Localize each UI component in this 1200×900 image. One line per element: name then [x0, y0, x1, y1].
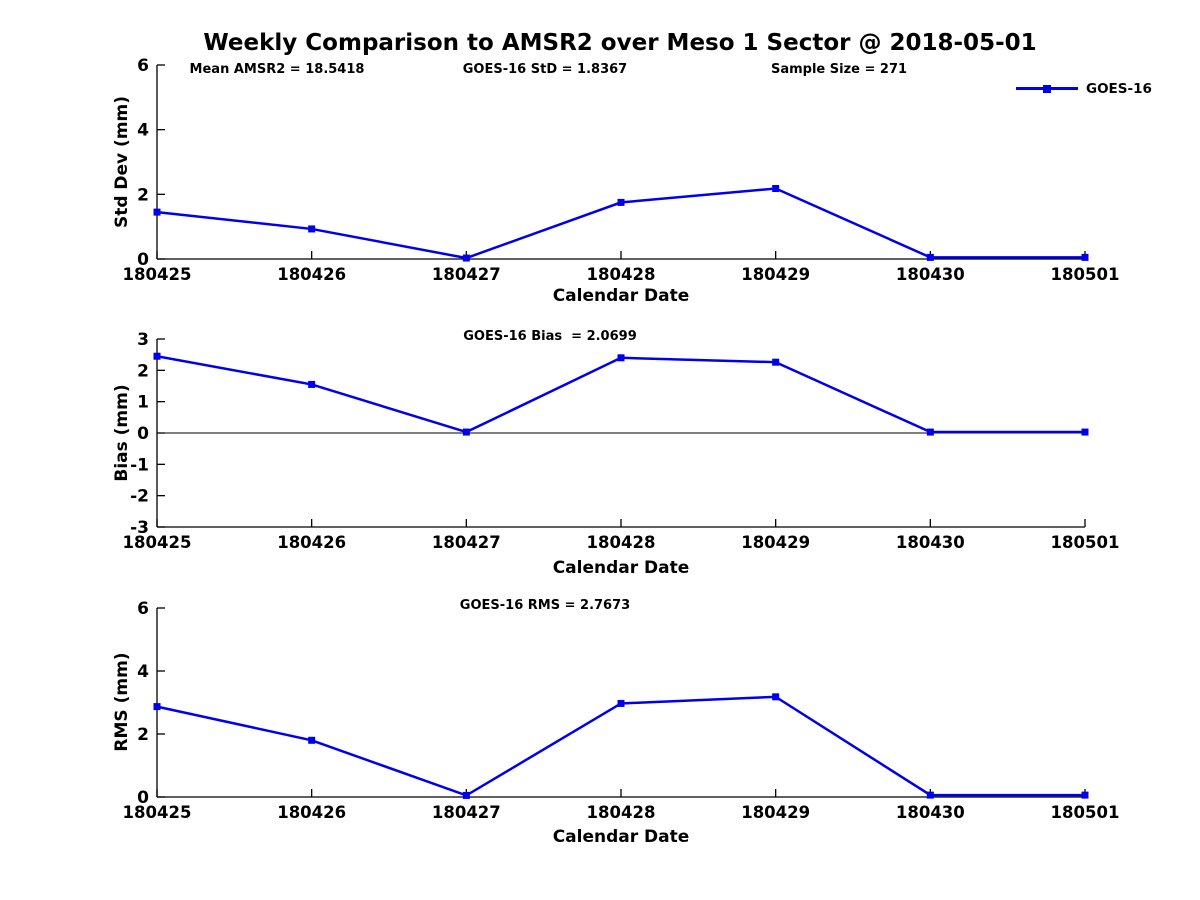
bias-y-axis-label: Bias (mm) — [112, 384, 132, 482]
x-tick-label: 180427 — [432, 265, 501, 284]
x-tick-label: 180428 — [587, 533, 656, 552]
series-line — [156, 695, 1085, 797]
x-tick-label: 180425 — [123, 803, 192, 822]
stddev-x-axis-label: Calendar Date — [552, 286, 690, 306]
data-point-marker — [1081, 253, 1089, 261]
annotation-goes16-std: GOES-16 StD = 1.8367 — [462, 62, 628, 77]
y-tick-label: 3 — [137, 330, 149, 350]
annotation-mean-amsr2: Mean AMSR2 = 18.5418 — [189, 62, 365, 77]
legend-label: GOES-16 — [1086, 80, 1152, 97]
data-point-marker — [153, 352, 161, 360]
y-tick-label: -3 — [130, 518, 149, 538]
stddev-plot: 0 2 4 6 180425 180426 180427 180428 180429 180430… — [123, 56, 1120, 284]
annotation-sample-size: Sample Size = 271 — [770, 62, 908, 77]
rms-y-axis-label: RMS (mm) — [112, 652, 132, 752]
x-tick-label: 180428 — [587, 803, 656, 822]
data-point-marker — [462, 791, 470, 799]
data-point-marker — [926, 791, 934, 799]
stddev-y-axis-label: Std Dev (mm) — [112, 95, 132, 229]
data-point-marker — [1081, 791, 1089, 799]
x-tick-label: 180501 — [1051, 533, 1120, 552]
x-tick-label: 180430 — [896, 803, 965, 822]
data-point-marker — [772, 358, 780, 366]
x-tick-label: 180428 — [587, 265, 656, 284]
data-point-marker — [617, 354, 625, 362]
y-tick-label: 2 — [137, 185, 149, 205]
x-tick-label: 180425 — [123, 533, 192, 552]
data-point-marker — [308, 380, 316, 388]
data-point-marker — [308, 225, 316, 233]
y-tick-label: 0 — [137, 788, 149, 808]
bias-x-axis-label: Calendar Date — [552, 558, 690, 578]
y-tick-label: 0 — [137, 250, 149, 270]
y-tick-label: 6 — [137, 599, 149, 619]
figure-title: Weekly Comparison to AMSR2 over Meso 1 S… — [203, 30, 1037, 56]
legend: GOES-16 — [1016, 80, 1152, 97]
y-tick-label: 2 — [137, 361, 149, 381]
data-point-marker — [1081, 428, 1089, 436]
legend-line-sample — [1016, 84, 1078, 93]
x-tick-label: 180430 — [896, 533, 965, 552]
x-tick-label: 180425 — [123, 265, 192, 284]
data-point-marker — [462, 254, 470, 262]
data-point-marker — [926, 428, 934, 436]
x-tick-label: 180429 — [741, 803, 810, 822]
rms-x-axis-label: Calendar Date — [552, 827, 690, 847]
y-tick-label: 4 — [137, 662, 149, 682]
y-tick-label: -1 — [130, 455, 149, 475]
data-point-marker — [772, 693, 780, 701]
rms-plot: 0 2 4 6 180425 180426 180427 180428 180429 180430… — [123, 599, 1120, 822]
annotation-goes16-rms: GOES-16 RMS = 2.7673 — [459, 598, 631, 613]
x-tick-label: 180426 — [277, 803, 346, 822]
data-point-marker — [308, 736, 316, 744]
data-point-marker — [926, 253, 934, 261]
data-point-marker — [153, 208, 161, 216]
x-tick-label: 180501 — [1051, 265, 1120, 284]
data-point-marker — [772, 185, 780, 193]
series-line — [156, 355, 1085, 434]
x-tick-label: 180429 — [741, 265, 810, 284]
data-point-marker — [153, 703, 161, 711]
x-tick-label: 180426 — [277, 265, 346, 284]
y-tick-label: 0 — [137, 424, 149, 444]
y-tick-label: 1 — [137, 393, 149, 413]
x-tick-label: 180501 — [1051, 803, 1120, 822]
y-tick-label: 2 — [137, 725, 149, 745]
data-point-marker — [617, 699, 625, 707]
data-point-marker — [617, 198, 625, 206]
y-tick-label: 6 — [137, 56, 149, 76]
legend-marker — [1043, 84, 1051, 93]
x-tick-label: 180426 — [277, 533, 346, 552]
x-tick-label: 180427 — [432, 533, 501, 552]
y-tick-label: -2 — [130, 487, 149, 507]
x-tick-label: 180427 — [432, 803, 501, 822]
y-tick-label: 4 — [137, 121, 149, 141]
data-point-marker — [462, 428, 470, 436]
x-tick-label: 180429 — [741, 533, 810, 552]
x-tick-label: 180430 — [896, 265, 965, 284]
annotation-goes16-bias: GOES-16 Bias = 2.0699 — [463, 329, 637, 344]
